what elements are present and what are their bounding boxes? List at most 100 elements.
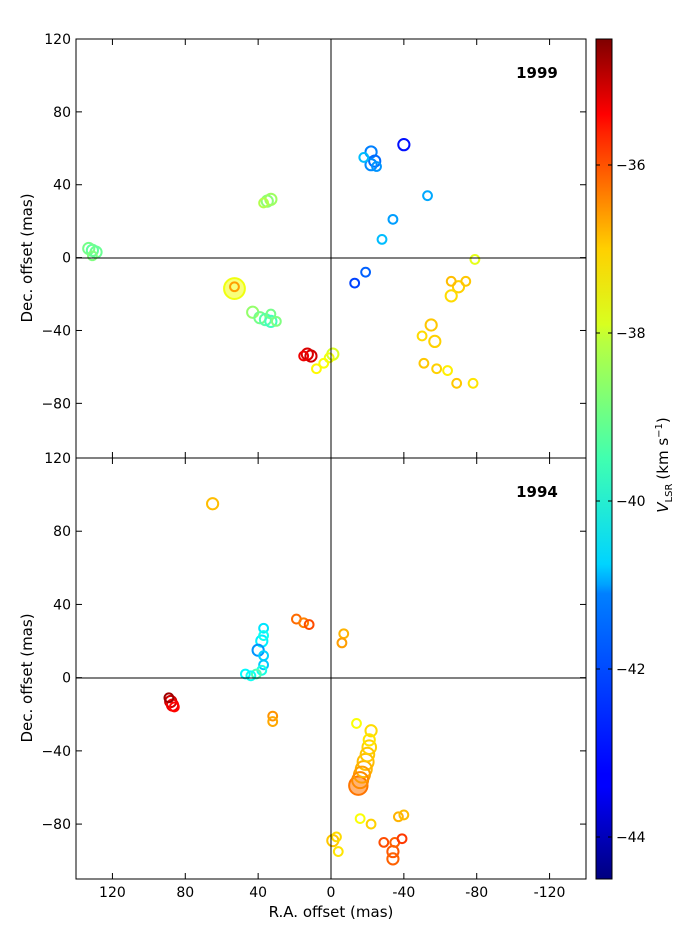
maser-spot-1994-6 [258,630,270,641]
y-tick-label-1999-0: 120 [44,32,71,48]
epoch-label-1994: 1994 [516,483,558,501]
maser-spot-1994-22 [351,718,362,729]
x-tick-label-6: -120 [534,885,566,901]
colorbar-frame [595,38,613,880]
maser-spot-1999-6 [258,197,270,209]
maser-spot-1999-31 [360,266,372,278]
maser-spot-1999-44 [451,377,463,389]
colorbar-ticks: −36 −38 −40 −42 −44 [596,158,646,846]
maser-points-1999 [82,138,481,389]
maser-spot-1994-10 [258,659,270,671]
maser-spot-1994-26 [359,746,376,763]
maser-spot-1994-4 [168,701,180,713]
maser-spot-1999-11 [258,312,273,327]
maser-spot-1994-23 [364,724,378,738]
panel-1994: 120 80 40 0 -40 -80 -120 120 80 40 0 −40 −80 1994 De… [18,451,587,921]
y-tick-label-1994-1: 80 [53,524,71,540]
maser-spot-1999-35 [444,289,458,303]
maser-spot-1999-16 [304,349,318,363]
maser-spot-1999-34 [451,280,466,294]
maser-spot-1994-16 [267,716,279,727]
y-axis-label-1999: Dec. offset (mas) [18,193,36,322]
maser-spot-1999-39 [428,334,442,349]
y-tick-label-1999-2: 40 [53,178,71,194]
maser-spot-1999-17 [298,350,310,362]
maser-spot-1999-42 [431,363,443,375]
y-axis-label-1994: Dec. offset (mas) [18,613,36,742]
colorbar-tick-label-3: −42 [616,662,646,678]
maser-spot-1999-28 [422,190,433,202]
colorbar-tick-label-2: −40 [616,494,646,510]
maser-spot-1994-41 [396,833,408,845]
maser-spot-1999-36 [460,275,472,287]
maser-spot-1999-40 [416,330,428,342]
maser-spot-1994-32 [354,813,366,824]
maser-spot-1999-8 [229,281,240,293]
maser-spot-1994-38 [332,846,344,857]
maser-spot-1994-35 [398,809,410,821]
maser-spot-1999-41 [418,357,430,369]
x-tick-label-4: -40 [392,885,415,901]
colorbar-label: VLSR(km s−1) [654,417,675,512]
maser-spot-1999-38 [424,318,438,332]
maser-spot-1999-25 [358,152,370,163]
maser-spot-1994-19 [303,619,315,630]
maser-spot-1994-20 [338,628,350,640]
maser-spot-1994-33 [365,818,377,830]
colorbar-tick-label-4: −44 [616,830,646,846]
maser-spot-1994-30 [351,771,370,790]
maser-spot-1994-0 [206,497,220,511]
maser-spot-1999-43 [442,365,453,376]
panel-1999: 120 80 40 0 −40 −80 1999 Dec. offset (mas) [18,32,587,459]
maser-spot-1994-14 [239,668,251,680]
y-tick-label-1999-1: 80 [53,105,71,121]
y-tick-label-1999-5: −80 [41,396,71,412]
y-tick-label-1999-4: −40 [41,323,71,339]
maser-spot-1999-30 [376,233,388,245]
y-tick-label-1994-0: 120 [44,451,71,467]
maser-spot-1994-1 [163,692,175,704]
x-tick-label-1: 80 [176,885,194,901]
maser-spot-1999-29 [387,213,399,225]
maser-spot-1994-8 [251,643,265,657]
maser-spot-1999-7 [223,277,246,300]
maser-spot-1999-19 [323,352,335,364]
maser-spot-1999-27 [397,138,411,152]
y-tick-label-1994-3: 0 [62,671,71,687]
maser-spot-1994-18 [298,617,310,629]
y-tick-label-1994-5: −80 [41,817,71,833]
colorbar: −36 −38 −40 −42 −44 VLSR(km s−1) [595,38,675,880]
maser-spot-1994-15 [267,710,279,722]
axis-ticks-1999: 120 80 40 0 −40 −80 [41,32,586,458]
maser-spot-1999-3 [86,250,98,262]
y-tick-label-1994-2: 40 [53,597,71,613]
maser-spot-1999-23 [368,154,382,168]
maser-spot-1994-34 [392,811,404,823]
maser-spot-1999-45 [467,377,479,389]
maser-spot-1999-32 [349,277,361,289]
maser-spot-1999-20 [318,357,330,369]
y-tick-label-1999-3: 0 [62,251,71,267]
x-tick-label-5: -80 [465,885,488,901]
maser-spot-1994-39 [378,836,390,848]
maser-spot-1999-24 [364,158,378,172]
colorbar-tick-label-0: −36 [616,158,646,174]
axis-ticks-1994: 120 80 40 0 -40 -80 -120 120 80 40 0 −40 −80 [41,451,586,901]
maser-spot-1999-21 [311,363,322,375]
maser-spot-1994-24 [362,733,376,747]
maser-spot-1999-14 [265,308,277,320]
maser-spot-1999-33 [445,275,457,287]
maser-spot-1994-31 [348,775,369,796]
colorbar-tick-label-1: −38 [616,326,646,342]
y-tick-label-1994-4: −40 [41,744,71,760]
epoch-label-1999: 1999 [516,64,558,82]
maser-spot-1994-43 [386,852,400,866]
maser-spot-1999-12 [264,314,278,328]
maser-spot-1999-26 [371,161,382,172]
maser-spot-1994-5 [258,622,270,634]
x-tick-label-0: 120 [99,885,126,901]
maser-spot-1999-13 [270,315,282,327]
maser-spot-1994-25 [361,739,378,756]
x-tick-label-2: 40 [249,885,267,901]
